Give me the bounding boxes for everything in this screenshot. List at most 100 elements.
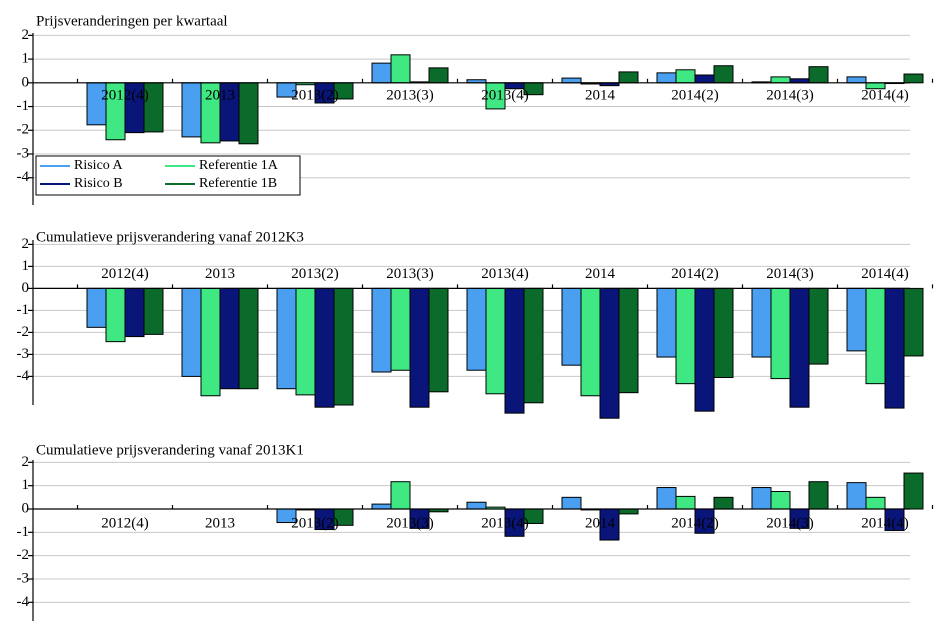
x-tick-label: 2012(4) — [101, 266, 149, 282]
bar — [276, 287, 297, 390]
bar — [865, 287, 886, 385]
bar — [86, 287, 107, 328]
x-tick-label: 2013(3) — [386, 87, 434, 103]
bar — [675, 69, 696, 84]
bar — [466, 287, 487, 371]
bar — [618, 71, 639, 84]
chart-title: Cumulatieve prijsverandering vanaf 2012K… — [36, 229, 304, 245]
bar — [808, 481, 829, 510]
y-tick-label: 1 — [22, 258, 30, 274]
y-tick-label: -2 — [17, 324, 30, 340]
y-tick-label: 0 — [22, 500, 30, 516]
bar — [713, 287, 734, 378]
bar — [618, 508, 639, 515]
x-tick-label: 2013 — [205, 266, 235, 282]
bar — [371, 503, 392, 510]
x-tick-label: 2014(4) — [861, 515, 909, 531]
x-tick-label: 2012(4) — [101, 515, 149, 531]
bar — [238, 82, 259, 145]
y-tick-label: -2 — [17, 122, 30, 138]
bar — [884, 287, 905, 409]
x-tick-label: 2013(3) — [386, 515, 434, 531]
bar — [694, 287, 715, 412]
y-tick-label: 2 — [22, 454, 30, 470]
legend-box — [35, 155, 301, 196]
bar — [903, 73, 924, 84]
x-tick-label: 2012(4) — [101, 87, 149, 103]
bar — [124, 287, 145, 338]
bar — [770, 287, 791, 380]
chart-title: Cumulatieve prijsverandering vanaf 2013K… — [36, 442, 304, 458]
y-tick-label: 2 — [22, 236, 30, 252]
bar — [371, 62, 392, 84]
bar — [675, 287, 696, 385]
x-tick-label: 2014(3) — [766, 266, 814, 282]
bar — [770, 76, 791, 84]
legend-label: Risico A — [74, 158, 124, 173]
bar — [238, 287, 259, 390]
y-tick-label: -3 — [17, 570, 30, 586]
bar — [390, 287, 411, 371]
x-tick-label: 2013(2) — [291, 266, 339, 282]
x-tick-label: 2013 — [205, 87, 235, 103]
y-tick-label: -4 — [17, 594, 30, 610]
bar — [466, 501, 487, 510]
x-tick-label: 2014(3) — [766, 87, 814, 103]
x-tick-label: 2013(4) — [481, 515, 529, 531]
bar — [181, 287, 202, 377]
bar — [656, 487, 677, 510]
bar — [485, 287, 506, 395]
chart-title: Prijsveranderingen per kwartaal — [36, 13, 228, 29]
bar — [846, 76, 867, 84]
y-tick-label: 0 — [22, 280, 30, 296]
x-tick-label: 2014(4) — [861, 266, 909, 282]
bar — [846, 287, 867, 352]
bar — [143, 287, 164, 335]
bar — [428, 67, 449, 84]
x-tick-label: 2014 — [585, 515, 616, 531]
bar — [371, 287, 392, 373]
bar — [846, 482, 867, 510]
bar — [105, 287, 126, 343]
y-tick-label: -4 — [17, 169, 30, 185]
y-tick-label: -3 — [17, 145, 30, 161]
y-tick-label: 1 — [22, 51, 30, 67]
x-tick-label: 2014(4) — [861, 87, 909, 103]
bar — [903, 472, 924, 510]
x-tick-label: 2013(2) — [291, 515, 339, 531]
x-tick-label: 2013(2) — [291, 87, 339, 103]
y-tick-label: -2 — [17, 547, 30, 563]
bar — [390, 481, 411, 510]
bar — [561, 77, 582, 84]
y-tick-label: 0 — [22, 74, 30, 90]
bar — [789, 287, 810, 408]
x-tick-label: 2014(2) — [671, 515, 719, 531]
x-tick-label: 2014(3) — [766, 515, 814, 531]
bar — [675, 495, 696, 510]
bar — [390, 54, 411, 84]
x-tick-label: 2013(4) — [481, 87, 529, 103]
y-tick-label: -1 — [17, 98, 30, 114]
x-tick-label: 2013(3) — [386, 266, 434, 282]
y-tick-label: 2 — [22, 27, 30, 43]
y-tick-label: -1 — [17, 302, 30, 318]
y-tick-label: -4 — [17, 368, 30, 384]
legend-label: Referentie 1A — [199, 158, 279, 173]
bar — [561, 287, 582, 366]
bar — [751, 487, 772, 510]
bar — [656, 287, 677, 358]
bar — [181, 82, 202, 138]
x-tick-label: 2013(4) — [481, 266, 529, 282]
x-tick-label: 2014 — [585, 266, 616, 282]
bar — [523, 287, 544, 404]
y-tick-label: -3 — [17, 346, 30, 362]
legend-label: Risico B — [74, 176, 123, 191]
x-tick-label: 2014(2) — [671, 87, 719, 103]
bar — [618, 287, 639, 394]
bar — [428, 287, 449, 393]
bar — [295, 287, 316, 396]
x-tick-label: 2014(2) — [671, 266, 719, 282]
bar — [865, 496, 886, 510]
